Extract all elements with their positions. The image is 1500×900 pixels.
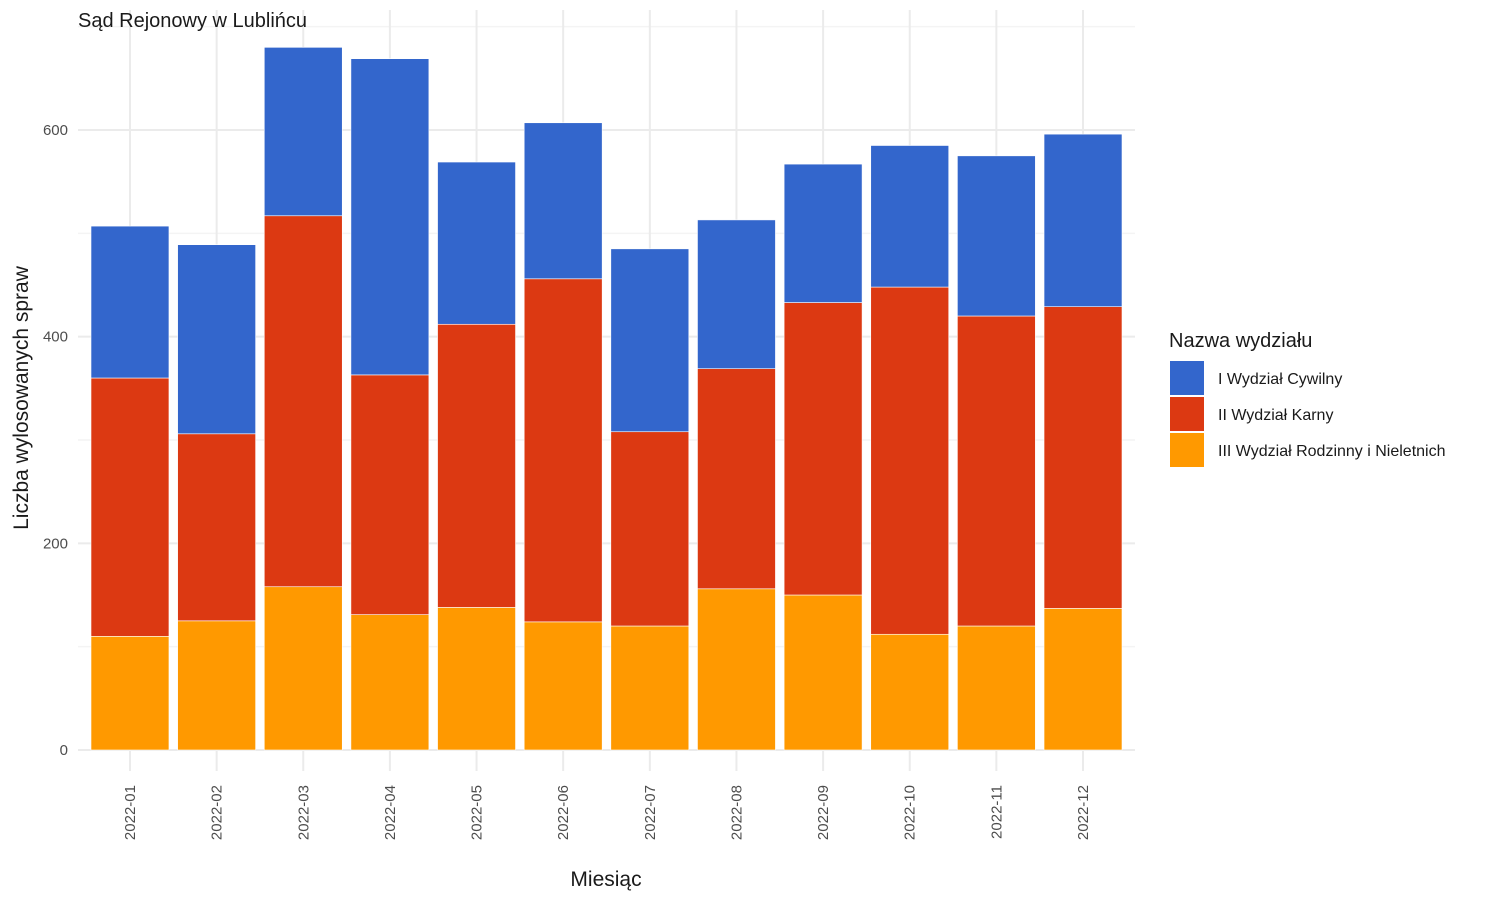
x-tick-label: 2022-05	[469, 785, 486, 840]
bar-segment	[1043, 608, 1123, 751]
bar-segment	[870, 633, 950, 751]
bar-segment	[350, 58, 430, 376]
bar-segment	[610, 248, 690, 433]
bar-segment	[350, 614, 430, 751]
bar-segment	[90, 377, 170, 637]
bar-segment	[957, 155, 1036, 317]
x-tick-label: 2022-12	[1075, 785, 1092, 840]
bar-segment	[177, 620, 256, 751]
bar-segment	[523, 278, 603, 623]
chart-title: Sąd Rejonowy w Lublińcu	[78, 10, 307, 32]
bar-segment	[870, 286, 950, 635]
bar-segment	[957, 315, 1036, 627]
legend-label: III Wydział Rodzinny i Nieletnich	[1218, 443, 1446, 460]
bar-segment	[437, 323, 516, 608]
bar-segment	[697, 588, 776, 751]
x-tick-label: 2022-07	[642, 785, 659, 840]
bar-segment	[610, 431, 690, 627]
bar-segment	[783, 302, 863, 596]
bar-segment	[697, 368, 776, 590]
bar-segment	[177, 244, 256, 435]
y-tick-label: 600	[43, 122, 68, 139]
bar-segment	[1043, 306, 1123, 609]
y-axis-title: Liczba wylosowanych spraw	[10, 265, 33, 530]
bar-segment	[870, 145, 950, 288]
bar-segment	[783, 594, 863, 751]
bar-segment	[1043, 133, 1123, 307]
bars	[90, 47, 1123, 751]
legend-key	[1170, 361, 1204, 395]
legend-key	[1170, 397, 1204, 431]
legend-key	[1170, 433, 1204, 467]
x-axis-title: Miesiąc	[570, 868, 641, 891]
bar-segment	[263, 586, 343, 751]
y-tick-label: 400	[43, 329, 68, 346]
bar-segment	[437, 161, 516, 325]
x-tick-label: 2022-04	[382, 785, 399, 840]
x-tick-label: 2022-08	[728, 785, 745, 840]
legend-items: I Wydział Cywilny II Wydział Karny III Wyd…	[1170, 361, 1446, 467]
bar-segment	[610, 625, 690, 751]
x-tick-label: 2022-10	[902, 785, 919, 840]
legend-label: I Wydział Cywilny	[1218, 371, 1342, 388]
x-tick-label: 2022-06	[555, 785, 572, 840]
x-tick-label: 2022-01	[122, 785, 139, 840]
bar-segment	[263, 215, 343, 588]
legend-label: II Wydział Karny	[1218, 407, 1333, 424]
axes: 0 200 400 600 2022-01 2022-02 2022-03 2022-04 20…	[43, 122, 1092, 840]
bar-segment	[697, 219, 776, 369]
bar-segment	[957, 625, 1036, 751]
bar-segment	[350, 374, 430, 615]
bar-segment	[90, 636, 170, 751]
bar-segment	[177, 433, 256, 622]
bar-segment	[437, 607, 516, 751]
legend: Nazwa wydziału I Wydział Cywilny II Wydzi…	[1169, 330, 1446, 467]
bar-segment	[90, 225, 170, 379]
legend-title: Nazwa wydziału	[1169, 330, 1312, 352]
y-tick-label: 200	[43, 535, 68, 552]
bar-segment	[263, 47, 343, 217]
y-tick-label: 0	[60, 742, 68, 759]
x-tick-label: 2022-02	[209, 785, 226, 840]
x-tick-label: 2022-09	[815, 785, 832, 840]
x-tick-label: 2022-11	[988, 785, 1005, 839]
bar-segment	[523, 122, 603, 280]
x-tick-label: 2022-03	[295, 785, 312, 840]
bar-segment	[523, 621, 603, 751]
bar-segment	[783, 163, 863, 303]
